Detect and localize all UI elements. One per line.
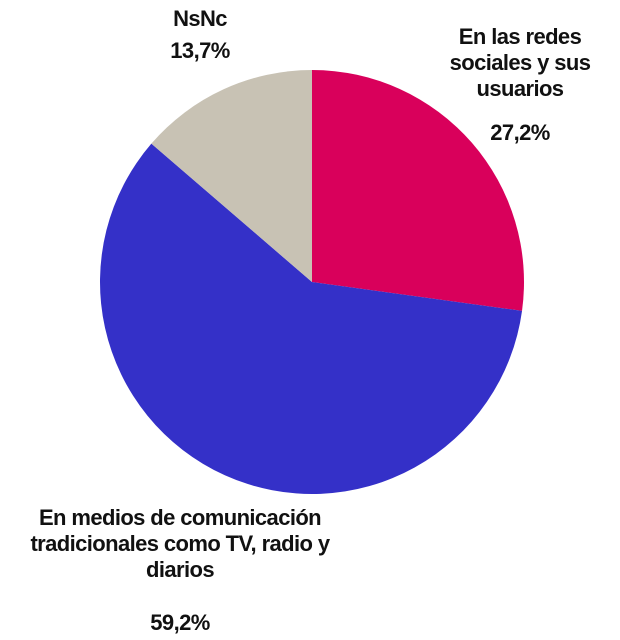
- value-label: 13,7%: [170, 38, 230, 63]
- pie-slice: [312, 70, 524, 311]
- pie-slice: [151, 70, 312, 282]
- value-label: 59,2%: [150, 610, 210, 635]
- slice-label: En las redes sociales y sus usuarios: [449, 24, 591, 101]
- slice-label: En medios de comunicación tradicionales …: [30, 505, 330, 582]
- slice-label: NsNc: [173, 6, 227, 31]
- value-label: 27,2%: [490, 120, 550, 145]
- pie-slice: [100, 143, 523, 494]
